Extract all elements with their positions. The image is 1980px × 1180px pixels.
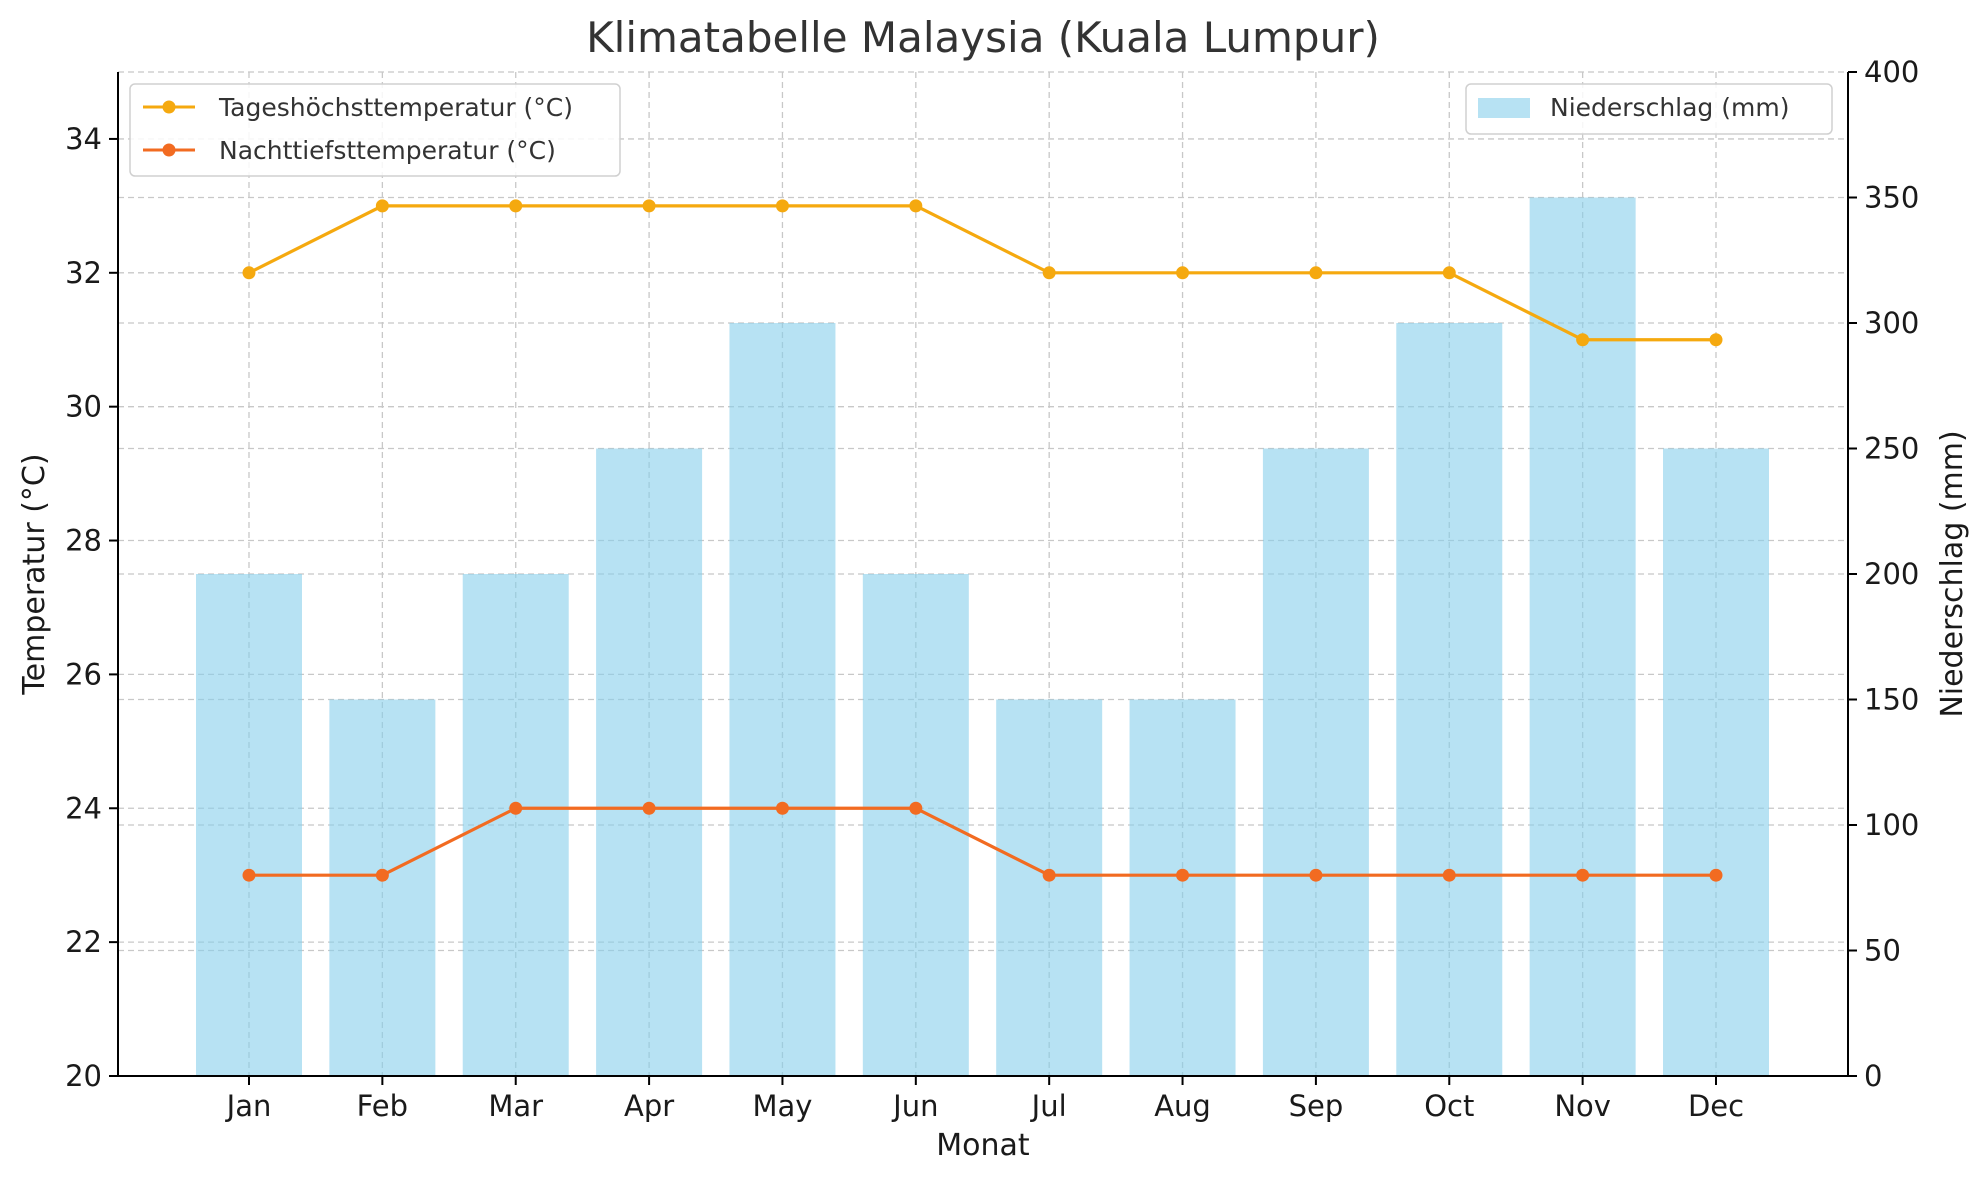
tick-label-left-24: 24 [65,791,102,825]
point-low-aug [1176,868,1190,882]
point-low-oct [1442,868,1456,882]
legend-label-high: Tageshöchsttemperatur (°C) [218,93,573,122]
tick-label-x-apr: Apr [624,1089,674,1123]
left-axis-ticks: 20 22 24 26 28 30 32 34 [65,122,118,1093]
tick-label-x-jul: Jul [1030,1089,1067,1123]
tick-label-x-oct: Oct [1424,1089,1474,1123]
bar-rain-jan [196,574,302,1076]
legend-lines: Tageshöchsttemperatur (°C) Nachttiefstte… [129,83,621,177]
tick-label-left-20: 20 [65,1059,102,1093]
point-high-oct [1442,266,1456,280]
tick-label-x-mar: Mar [488,1089,543,1123]
tick-label-left-32: 32 [65,256,102,290]
legend-bar-swatch [1478,98,1530,118]
x-axis-title: Monat [936,1128,1030,1163]
bar-rain-oct [1396,323,1503,1076]
tick-label-left-22: 22 [65,925,102,959]
tick-label-right-0: 0 [1864,1059,1882,1093]
bar-rain-mar [462,574,569,1076]
tick-label-right-350: 350 [1864,181,1919,215]
tick-label-right-100: 100 [1864,808,1919,842]
bar-rain-jul [996,699,1103,1076]
legend-bars-box [1465,83,1833,135]
tick-label-right-200: 200 [1864,557,1919,591]
legend-lines-box [129,83,621,177]
right-axis-ticks: 0 50 100 150 200 250 300 350 400 [1848,55,1919,1093]
legend-line-low-marker [162,143,176,157]
tick-label-left-30: 30 [65,390,102,424]
bar-rain-sep [1262,448,1369,1076]
tick-label-x-nov: Nov [1554,1089,1611,1123]
legend-label-rain: Niederschlag (mm) [1550,93,1789,122]
bar-rain-aug [1129,699,1236,1076]
point-high-feb [375,199,389,213]
bar-rain-nov [1529,197,1636,1076]
point-high-aug [1176,266,1190,280]
tick-label-x-feb: Feb [357,1089,408,1123]
tick-label-right-300: 300 [1864,306,1919,340]
point-low-apr [642,801,656,815]
tick-label-x-jan: Jan [225,1089,272,1123]
point-low-jan [242,868,256,882]
bar-rain-apr [596,448,703,1076]
legend-label-low: Nachttiefsttemperatur (°C) [219,136,556,165]
point-low-jul [1042,868,1056,882]
tick-label-left-28: 28 [65,524,102,558]
tick-label-right-400: 400 [1864,55,1919,89]
bar-rain-feb [329,699,436,1076]
bar-rain-may [729,323,836,1076]
tick-label-left-26: 26 [65,657,102,691]
tick-label-right-150: 150 [1864,683,1919,717]
line-low-temp [249,806,1716,877]
point-high-dec [1709,333,1723,347]
point-high-may [775,199,789,213]
tick-label-right-50: 50 [1864,934,1901,968]
point-low-feb [375,868,389,882]
bar-rain-jun [862,574,969,1076]
left-axis-title: Temperatur (°C) [17,453,52,695]
bars-layer [196,197,1769,1076]
point-low-mar [509,801,523,815]
tick-label-x-jun: Jun [891,1089,938,1123]
point-high-nov [1576,333,1590,347]
tick-label-left-34: 34 [65,122,102,156]
line-high-temp [248,204,1716,342]
tick-label-x-may: May [752,1089,812,1123]
point-high-jul [1042,266,1056,280]
lines-layer [242,199,1723,882]
point-low-sep [1309,868,1323,882]
tick-label-x-aug: Aug [1154,1089,1211,1123]
point-high-mar [509,199,523,213]
legend-line-high-marker [162,100,176,114]
tick-label-right-250: 250 [1864,432,1919,466]
point-low-dec [1709,868,1723,882]
point-high-apr [642,199,656,213]
right-axis-title: Niederschlag (mm) [1935,430,1970,717]
legend-bars: Niederschlag (mm) [1465,83,1833,135]
bar-rain-dec [1663,448,1769,1076]
x-axis-ticks: Jan Feb Mar Apr May Jun Jul Aug Sep Oct Nov Dec [225,1076,1744,1123]
point-high-jun [909,199,923,213]
point-low-may [775,801,789,815]
tick-label-x-dec: Dec [1688,1089,1744,1123]
tick-label-x-sep: Sep [1289,1089,1344,1123]
point-high-sep [1309,266,1323,280]
point-high-jan [242,266,256,280]
point-low-nov [1576,868,1590,882]
point-low-jun [909,801,923,815]
chart-title: Klimatabelle Malaysia (Kuala Lumpur) [586,13,1380,62]
